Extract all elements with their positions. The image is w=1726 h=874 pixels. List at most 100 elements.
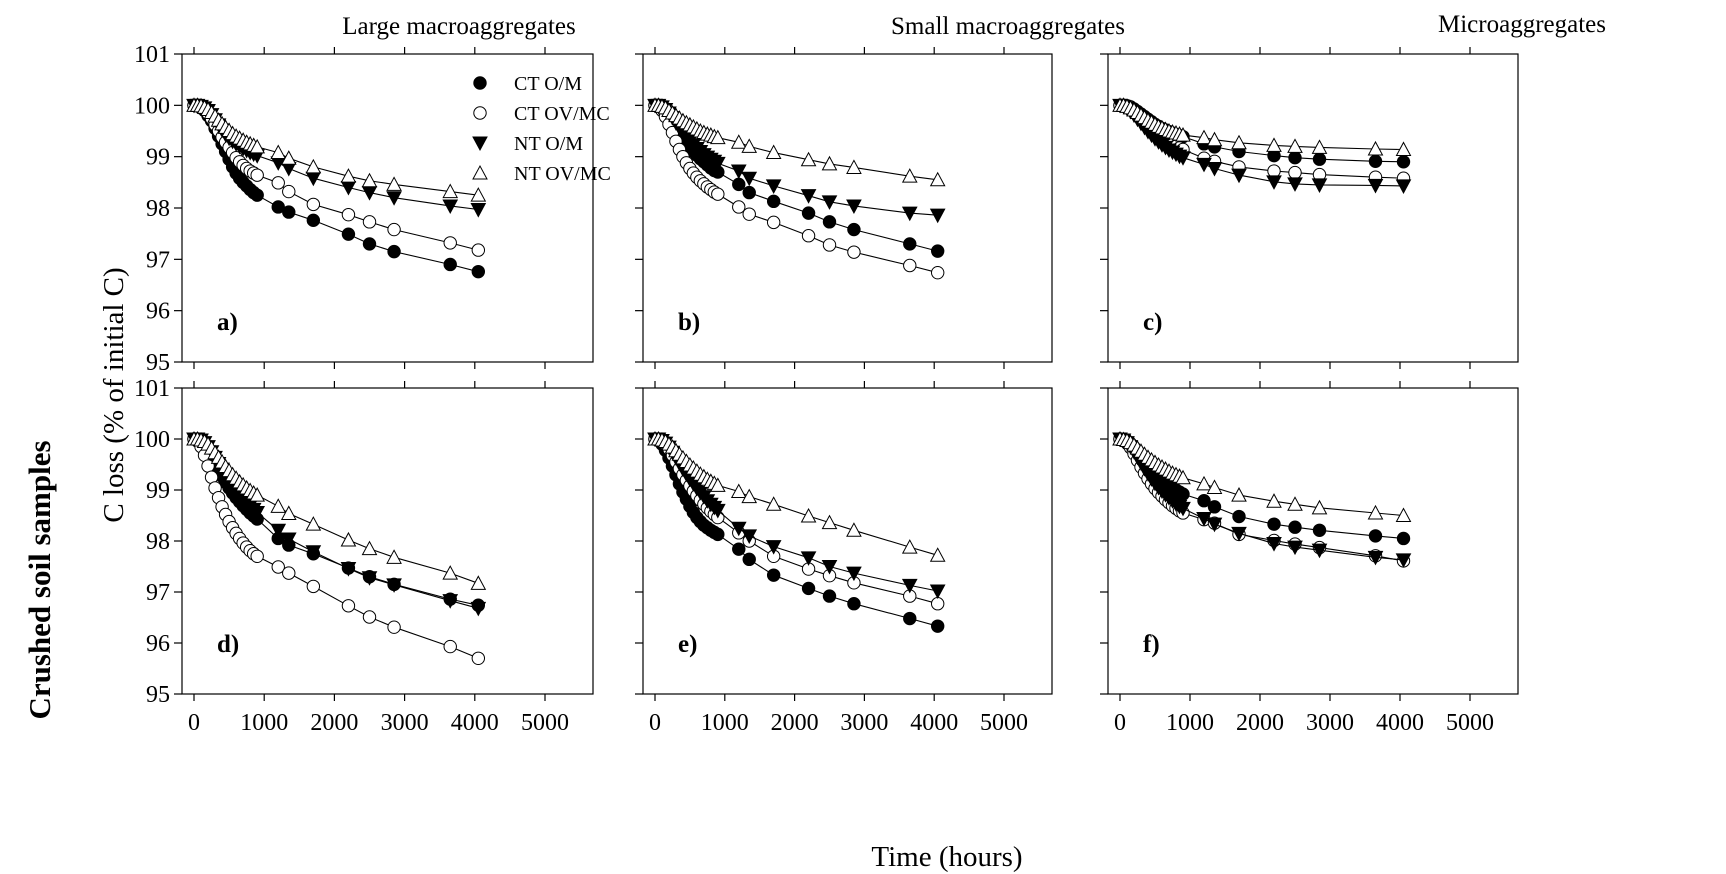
panel-a-series-ct-o-m-point bbox=[387, 244, 401, 259]
panel-b-series-nt-ov-mc-point bbox=[765, 144, 782, 160]
panel-e-x-tick-label: 3000 bbox=[840, 710, 888, 736]
panel-f-x-tick-label: 3000 bbox=[1306, 710, 1354, 736]
panel-e-series-nt-o-m-point bbox=[929, 584, 946, 600]
panels-group: 95 96 97 98 99 100 101 a) b) c) 95 96 97 98 99 100 101 0 1… bbox=[134, 42, 1519, 736]
panel-e-series-ct-ov-mc-point bbox=[930, 597, 945, 611]
legend-label-ct-ov-mc: CT OV/MC bbox=[514, 103, 610, 125]
panel-a-series-nt-o-m-point bbox=[470, 203, 487, 218]
panel-b-series-nt-ov-mc-point bbox=[730, 134, 747, 149]
panel-f-series-nt-o-m-point bbox=[1266, 537, 1282, 552]
panel-a-series-ct-o-m-point bbox=[282, 205, 296, 219]
panel-f-series-ct-o-m-point bbox=[1396, 531, 1411, 546]
panel-c-series-nt-o-m-point bbox=[1206, 161, 1223, 177]
panel-a-y-tick-label: 101 bbox=[134, 42, 170, 68]
panel-e: 0 1000 2000 3000 4000 5000 e) bbox=[635, 381, 1053, 736]
panel-f-series-nt-o-m-point bbox=[1311, 543, 1328, 559]
panel-f-series-nt-ov-mc-point bbox=[1367, 504, 1384, 520]
panel-b-series-ct-o-m-point bbox=[903, 237, 917, 251]
panel-e-series-nt-o-m-point bbox=[800, 551, 817, 566]
panel-d-series-nt-o-m-point bbox=[386, 578, 402, 593]
panel-b-series-ct-ov-mc-point bbox=[822, 238, 837, 252]
panel-e-x-tick-label: 5000 bbox=[980, 710, 1028, 736]
y-axis-title: C loss (% of initial C) bbox=[98, 267, 130, 522]
panel-b-series-nt-ov-mc-point bbox=[741, 138, 758, 153]
panel-e-series-ct-o-m-point bbox=[903, 611, 917, 626]
panel-e-series-nt-o-m-point bbox=[741, 529, 758, 544]
panel-b-series-nt-o-m-point bbox=[929, 208, 946, 224]
panel-e-x-tick-label: 0 bbox=[649, 710, 661, 736]
panel-a-series-ct-ov-mc-point bbox=[306, 197, 321, 212]
panel-c-series-ct-o-m-point bbox=[1368, 154, 1383, 168]
panel-d-series-ct-ov-mc-point bbox=[471, 651, 486, 665]
panel-f-series-nt-ov-mc-point bbox=[1287, 496, 1303, 511]
panel-f-series-nt-o-m-point bbox=[1287, 540, 1303, 556]
panel-b-series-ct-o-m-point bbox=[766, 194, 781, 209]
panel-e-series-ct-o-m-point bbox=[930, 619, 945, 633]
panel-b-series-ct-ov-mc-point bbox=[847, 245, 861, 259]
panel-d-series-ct-ov-mc-point bbox=[362, 610, 377, 624]
panel-c-series-nt-o-m-point bbox=[1367, 178, 1384, 194]
panel-a-series-ct-ov-mc-point bbox=[443, 236, 457, 250]
panel-e-series-ct-o-m-point bbox=[732, 542, 746, 556]
panel-d-y-tick-label: 100 bbox=[134, 427, 170, 453]
panel-d-y-tick-label: 97 bbox=[146, 580, 170, 606]
column-title-microaggregates: Microaggregates bbox=[1438, 11, 1606, 38]
legend-label-ct-o-m: CT O/M bbox=[514, 73, 582, 95]
panel-c-series-nt-ov-mc bbox=[1112, 97, 1412, 156]
panel-c-series-nt-o-m bbox=[1112, 98, 1412, 194]
panel-d-series-ct-ov-mc-point bbox=[341, 599, 356, 613]
panel-e-x-tick-label: 2000 bbox=[771, 710, 819, 736]
panel-f-series-ct-o-m-point bbox=[1197, 494, 1211, 508]
panel-c-series-nt-o-m-point bbox=[1175, 151, 1191, 166]
panel-a-series-nt-ov-mc-point bbox=[361, 172, 378, 188]
panel-a-series-nt-o-m-point bbox=[305, 171, 322, 187]
panel-c-series-ct-o-m-point bbox=[1396, 155, 1411, 169]
panel-d-y-tick-label: 98 bbox=[146, 529, 170, 555]
panel-b-series-nt-ov-mc-point bbox=[929, 171, 946, 187]
panel-b-series-ct-o-m-point bbox=[822, 215, 837, 229]
panel-a-y-tick-label: 95 bbox=[146, 350, 170, 376]
panel-a-series-nt-o-m-point bbox=[340, 180, 357, 196]
legend-marker-nt-ov-mc bbox=[472, 164, 488, 180]
panel-f-series-ct-o-m-point bbox=[1232, 509, 1246, 524]
panel-f-letter: f) bbox=[1143, 631, 1160, 658]
panel-b-series-nt-o-m-point bbox=[901, 206, 918, 222]
panel-b-series-nt-ov-mc-point bbox=[821, 155, 838, 171]
panel-b-series-nt-o-m-point bbox=[709, 156, 726, 172]
panel-f-series-nt-o-m-point bbox=[1395, 553, 1412, 568]
panel-f-series-nt-ov-mc-point bbox=[1266, 493, 1282, 508]
panel-c-series-ct-o-m-point bbox=[1312, 152, 1327, 166]
panel-c-series-nt-ov-mc-point bbox=[1311, 139, 1328, 154]
panel-d-x-tick-label: 5000 bbox=[521, 710, 569, 736]
panel-d-series-nt-o-m-point bbox=[270, 523, 287, 539]
panel-e-series-nt-o-m-point bbox=[730, 521, 747, 537]
panel-e-series-nt-ov-mc-point bbox=[709, 477, 726, 492]
panel-b-series-ct-o-m-point bbox=[801, 206, 816, 220]
panel-a-series-ct-ov-mc-point bbox=[471, 243, 486, 257]
panel-d-y-tick-label: 101 bbox=[134, 376, 170, 402]
panel-d-series-nt-ov-mc-point bbox=[442, 565, 459, 580]
panel-c: c) bbox=[1100, 47, 1519, 369]
panel-d-x-tick-label: 4000 bbox=[451, 710, 499, 736]
panel-e-series-nt-ov-mc-point bbox=[846, 522, 862, 537]
panel-e-series-nt-ov-mc-point bbox=[821, 514, 838, 530]
panel-a-series-nt-ov-mc-point bbox=[270, 144, 287, 160]
panel-f-series-nt-ov-mc-point bbox=[1206, 479, 1223, 494]
panel-d-series-nt-ov-mc-fit-line bbox=[194, 438, 479, 584]
panel-f-series-nt-ov-mc-point bbox=[1395, 507, 1412, 522]
panel-d-x-tick-label: 2000 bbox=[310, 710, 358, 736]
panel-a-series-ct-ov-mc-point bbox=[282, 184, 296, 199]
panel-a-series-ct-o-m-point bbox=[306, 213, 321, 228]
panel-d-series-ct-ov-mc-point bbox=[387, 620, 401, 634]
panel-c-series-nt-o-m-point bbox=[1196, 157, 1212, 173]
panel-d-series-nt-o-m-point bbox=[280, 532, 297, 548]
panel-b-series-ct-ov-mc-point bbox=[732, 200, 746, 214]
panel-a-series-nt-ov-mc-point bbox=[249, 138, 266, 154]
column-title-large-macroaggregates: Large macroaggregates bbox=[342, 13, 575, 40]
panel-e-series-nt-ov-mc-point bbox=[730, 483, 747, 499]
panel-f-series-nt-o-m-point bbox=[1231, 526, 1247, 542]
panel-b-series-nt-ov-mc-point bbox=[800, 151, 817, 167]
panel-d-series-nt-ov-mc-point bbox=[249, 487, 266, 502]
panel-f-x-tick-label: 0 bbox=[1114, 710, 1126, 736]
panel-e-series-nt-o-m-point bbox=[901, 578, 918, 594]
